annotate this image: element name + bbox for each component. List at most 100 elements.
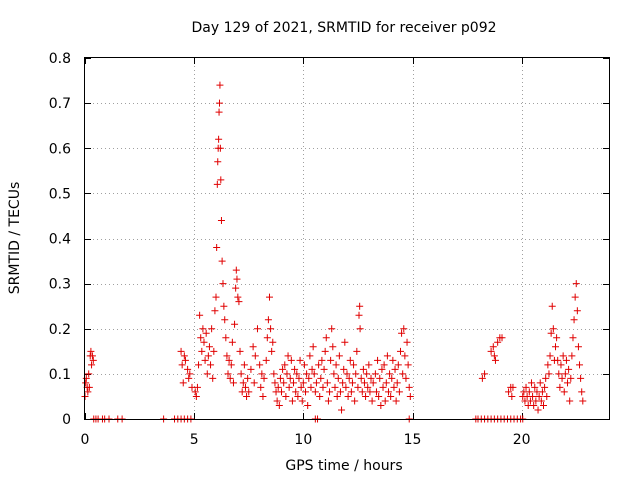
data-point <box>364 383 372 391</box>
data-point <box>343 370 351 378</box>
data-point <box>287 356 295 364</box>
x-tick-label: 15 <box>404 432 422 448</box>
data-point <box>225 356 233 364</box>
axis-ticks <box>85 58 609 420</box>
data-point <box>274 383 282 391</box>
data-point <box>339 379 347 387</box>
chart-title: Day 129 of 2021, SRMTID for receiver p09… <box>191 20 496 36</box>
data-point <box>257 383 265 391</box>
data-point <box>85 383 93 391</box>
data-point <box>244 374 252 382</box>
data-point <box>214 158 222 166</box>
data-point <box>271 379 279 387</box>
data-point <box>199 325 207 333</box>
data-point <box>258 370 266 378</box>
data-point <box>350 361 358 369</box>
data-point <box>299 379 307 387</box>
data-point <box>222 334 230 342</box>
data-point <box>84 388 92 396</box>
y-tick-label: 0 <box>62 412 71 428</box>
data-point <box>88 361 96 369</box>
data-point <box>310 370 318 378</box>
data-point <box>275 401 283 409</box>
data-point <box>180 352 188 360</box>
data-point <box>200 338 208 346</box>
data-point <box>367 374 375 382</box>
data-point <box>294 392 302 400</box>
data-point <box>406 392 414 400</box>
data-point <box>389 356 397 364</box>
data-point <box>205 343 213 351</box>
y-tick-label: 0.6 <box>49 141 71 157</box>
data-point <box>374 356 382 364</box>
data-point <box>509 383 517 391</box>
data-point <box>376 374 384 382</box>
data-point <box>525 388 533 396</box>
y-tick-label: 0.1 <box>49 367 71 383</box>
data-point <box>391 365 399 373</box>
data-point <box>489 343 497 351</box>
data-point <box>280 379 288 387</box>
data-point <box>371 370 379 378</box>
data-point <box>554 356 562 364</box>
data-point <box>328 325 336 333</box>
data-point <box>247 365 255 373</box>
data-point <box>198 347 206 355</box>
data-point <box>273 397 281 405</box>
data-point <box>380 361 388 369</box>
data-point <box>212 293 220 301</box>
data-point <box>540 401 547 409</box>
data-point <box>400 325 408 333</box>
data-point <box>570 316 578 324</box>
data-point <box>531 383 539 391</box>
data-point <box>358 388 366 396</box>
data-point <box>311 388 319 396</box>
data-point <box>562 356 570 364</box>
data-point <box>217 176 225 184</box>
data-point <box>303 370 311 378</box>
data-point <box>207 361 215 369</box>
data-point <box>191 388 199 396</box>
data-point <box>356 302 364 310</box>
data-point <box>529 392 537 400</box>
data-point <box>196 311 204 319</box>
data-point <box>335 352 343 360</box>
data-point <box>297 383 305 391</box>
data-point <box>527 379 535 387</box>
data-point <box>256 361 264 369</box>
data-point <box>218 257 226 265</box>
data-point <box>221 316 229 324</box>
data-point <box>383 352 391 360</box>
data-point <box>522 383 530 391</box>
data-point <box>177 347 185 355</box>
data-point <box>229 379 237 387</box>
data-point <box>378 365 386 373</box>
data-point <box>312 379 320 387</box>
data-point <box>505 388 513 396</box>
data-point <box>288 397 296 405</box>
data-point <box>341 338 349 346</box>
data-point <box>541 383 549 391</box>
data-point <box>82 374 90 382</box>
data-point <box>282 392 290 400</box>
data-point <box>544 361 552 369</box>
data-point <box>552 343 560 351</box>
data-point <box>560 388 568 396</box>
data-point <box>390 383 398 391</box>
data-point <box>215 108 223 116</box>
data-point <box>530 401 538 409</box>
data-point <box>219 280 227 288</box>
x-axis-label: GPS time / hours <box>285 458 402 474</box>
data-point <box>192 392 200 400</box>
data-point <box>292 388 300 396</box>
data-point <box>298 397 306 405</box>
data-point <box>395 388 403 396</box>
data-point <box>360 379 368 387</box>
data-point <box>333 392 341 400</box>
data-point <box>553 334 561 342</box>
data-point <box>382 379 390 387</box>
data-point <box>355 311 363 319</box>
data-point <box>276 374 284 382</box>
data-point <box>535 392 543 400</box>
